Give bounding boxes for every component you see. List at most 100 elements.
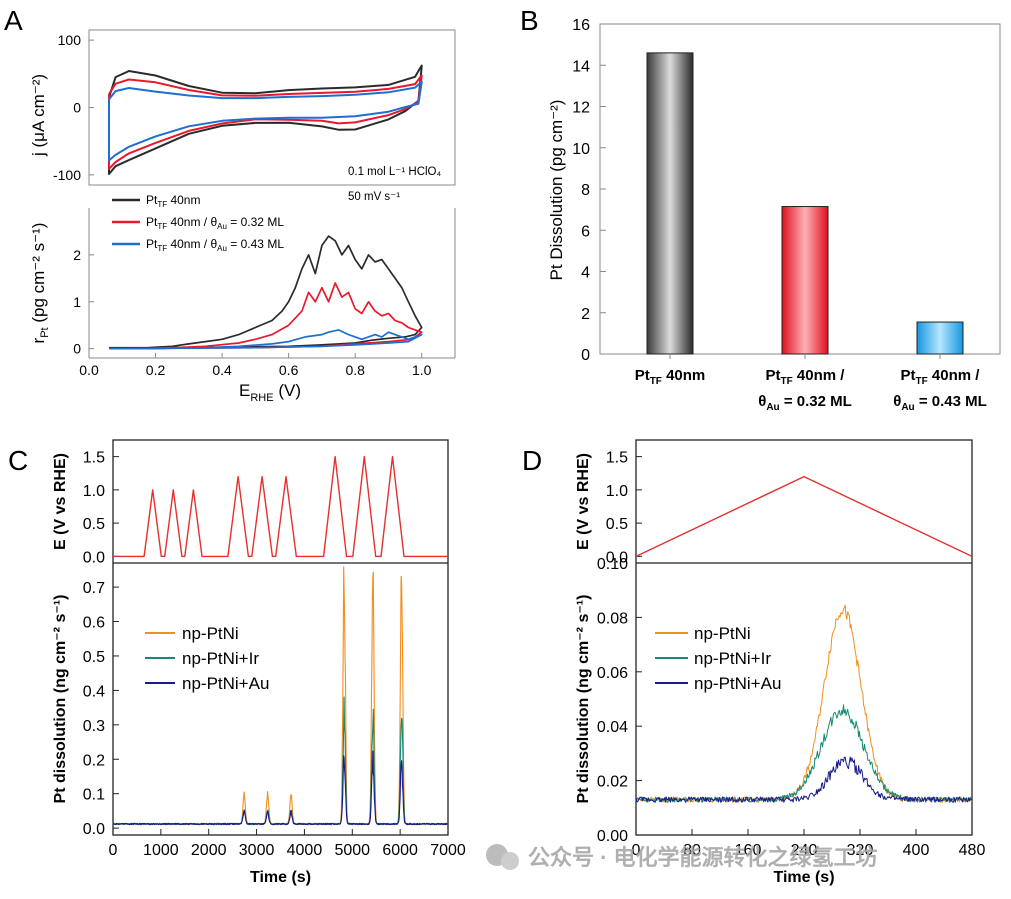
- panel-b-ytick-label: 8: [581, 182, 590, 199]
- text-span: 40nm /: [928, 367, 981, 384]
- xtick-label: 0: [109, 842, 118, 859]
- top-ylabel: E (V vs RHE): [52, 453, 69, 550]
- panel-a: A -100 0 100 0 1 2 0.0 0.2 0.4 0.6 0.8 1.0 0.1 mol L⁻…: [4, 5, 456, 404]
- panel-d-potential-line: [635, 475, 973, 558]
- panel-frame: [635, 439, 973, 836]
- panel-a-top-ytick-label: -100: [53, 167, 81, 183]
- xtick-label: 7000: [430, 842, 466, 859]
- panel-a-xtick-label: 0.2: [146, 362, 166, 378]
- top-ytick-label: 1.0: [606, 483, 628, 500]
- xtick-label: 6000: [382, 842, 418, 859]
- text-span: Au: [901, 402, 914, 413]
- panel-b-bar-2: [781, 206, 829, 355]
- panel-a-scanrate: 50 mV s⁻¹: [348, 191, 400, 203]
- bottom-ytick-label: 0.08: [597, 610, 628, 627]
- panel-a-bottom-ytick-label: 1: [73, 294, 81, 310]
- text-span: Pt: [146, 237, 158, 251]
- panel-b-ytick-label: 12: [572, 100, 590, 117]
- bottom-ytick-label: 0.4: [83, 683, 105, 700]
- panel-d-dissolution-line-navy: [635, 756, 973, 803]
- panel-a-xlabel: ERHE (V): [239, 381, 301, 404]
- panel-c-potential-line: [113, 455, 448, 558]
- panel-a-xtick-label: 0.4: [212, 362, 232, 378]
- text-span: = 0.32 ML: [780, 393, 852, 410]
- panel-b-bar-1: [646, 52, 694, 355]
- panel-c-label: C: [8, 445, 28, 476]
- text-span: Au: [766, 402, 779, 413]
- panel-b-ytick-label: 0: [581, 347, 590, 364]
- text-span: θ: [893, 393, 901, 410]
- top-ytick-label: 0.0: [606, 549, 628, 566]
- top-ytick-label: 1.0: [83, 483, 105, 500]
- panel-b-label: B: [520, 5, 539, 36]
- panel-b-ytick-label: 2: [581, 306, 590, 323]
- panel-a-xtick-label: 0.0: [79, 362, 99, 378]
- text-span: TF: [157, 200, 167, 209]
- text-span: E: [239, 381, 250, 400]
- panel-b-bar-3: [916, 321, 964, 355]
- text-span: (V): [274, 381, 301, 400]
- panel-d-legend-label: np-PtNi+Au: [694, 674, 781, 693]
- top-ytick-label: 1.5: [606, 450, 628, 467]
- xtick-label: 240: [791, 842, 818, 859]
- text-span: Pt: [635, 367, 650, 384]
- panel-c: C 0.0 0.5 1.0 1.5 0.0 0.1 0.2 0.3 0.4 0.5 0.6 0.7 0 10…: [8, 439, 466, 886]
- panel-a-top-ytick-label: 100: [58, 32, 82, 48]
- panel-b-category-line2: θAu = 0.32 ML: [758, 393, 852, 413]
- panel-a-label: A: [4, 5, 23, 36]
- panel-frame: [112, 439, 449, 836]
- text-span: TF: [781, 376, 793, 387]
- text-span: θ: [758, 393, 766, 410]
- text-span: = 0.43 ML: [915, 393, 987, 410]
- text-span: 40nm /: [793, 367, 846, 384]
- xtick-label: 1000: [143, 842, 179, 859]
- panel-b-category-line2: θAu = 0.43 ML: [893, 393, 987, 413]
- bottom-ylabel: Pt dissolution (ng cm⁻² s⁻¹): [52, 595, 69, 804]
- text-span: Au: [217, 222, 227, 231]
- xtick-label: 400: [903, 842, 930, 859]
- text-span: RHE: [250, 392, 273, 404]
- xlabel: Time (s): [773, 869, 834, 886]
- panel-c-dissolution-line-navy: [112, 750, 449, 826]
- text-span: Pt: [901, 367, 916, 384]
- bottom-ytick-label: 0.06: [597, 665, 628, 682]
- xtick-label: 2000: [191, 842, 227, 859]
- text-span: j (μA cm⁻²): [29, 74, 48, 157]
- panel-a-xtick-label: 0.6: [279, 362, 299, 378]
- xtick-label: 320: [847, 842, 874, 859]
- panel-b-category-line1: PtTF 40nm /: [901, 367, 981, 387]
- text-span: r: [29, 337, 48, 343]
- panel-a-dissolution-line-black: [108, 235, 423, 350]
- panel-a-legend-label: PtTF 40nm / θAu = 0.43 ML: [146, 237, 284, 253]
- watermark-text: 公众号 · 电化学能源转化之绿氢工坊: [528, 845, 878, 870]
- top-ytick-label: 1.5: [83, 450, 105, 467]
- xtick-label: 80: [683, 842, 701, 859]
- top-ylabel: E (V vs RHE): [575, 453, 592, 550]
- text-span: 40nm: [167, 193, 200, 207]
- panel-a-top-ylabel: j (μA cm⁻²): [29, 74, 48, 157]
- panel-a-top-ytick-label: 0: [73, 100, 81, 116]
- panel-b-ytick-label: 4: [581, 265, 590, 282]
- bottom-ytick-label: 0.6: [83, 615, 105, 632]
- panel-b-ylabel: Pt Dissolution (pg cm⁻²): [547, 100, 566, 281]
- bottom-ytick-label: 0.1: [83, 787, 105, 804]
- xtick-label: 5000: [334, 842, 370, 859]
- panel-c-legend-label: np-PtNi+Au: [182, 674, 269, 693]
- panel-c-dissolution-line-teal: [112, 696, 449, 826]
- xtick-label: 160: [735, 842, 762, 859]
- xtick-label: 0: [632, 842, 641, 859]
- panel-b-category-line1: PtTF 40nm /: [766, 367, 846, 387]
- panel-c-dissolution-line-orange: [112, 566, 449, 826]
- text-span: 40nm / θ: [167, 215, 217, 229]
- text-span: Au: [217, 244, 227, 253]
- bottom-ytick-label: 0.5: [83, 649, 105, 666]
- panel-a-bottom-ytick-label: 0: [73, 341, 81, 357]
- bottom-ytick-label: 0.7: [83, 580, 105, 597]
- panel-d-legend-label: np-PtNi: [694, 624, 751, 643]
- panel-b-category-line1: PtTF 40nm: [635, 367, 706, 387]
- panel-a-legend-label: PtTF 40nm / θAu = 0.32 ML: [146, 215, 284, 231]
- text-span: = 0.43 ML: [227, 237, 284, 251]
- watermark: 公众号 · 电化学能源转化之绿氢工坊: [486, 844, 878, 870]
- bottom-ytick-label: 0.0: [83, 821, 105, 838]
